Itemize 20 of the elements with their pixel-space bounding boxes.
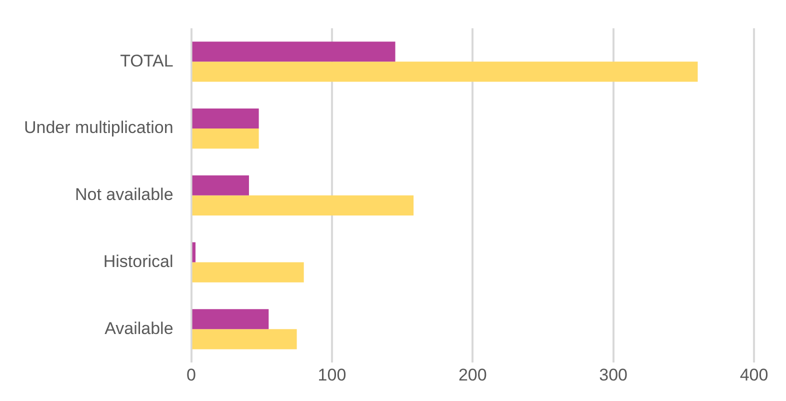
bar (192, 128, 259, 149)
bar (192, 42, 396, 62)
x-tick-label: 300 (599, 365, 628, 384)
bar (192, 309, 269, 330)
bar (192, 242, 196, 262)
x-tick-label: 0 (186, 365, 196, 384)
bar (192, 62, 698, 82)
y-tick-label: Historical (103, 252, 174, 271)
x-tick-label: 100 (318, 365, 346, 384)
x-tick-label: 400 (740, 365, 768, 384)
y-tick-label: Not available (75, 185, 174, 204)
bar (192, 329, 297, 350)
y-tick-label: TOTAL (120, 51, 174, 70)
bar (192, 175, 249, 196)
y-tick-label: Available (104, 318, 174, 338)
bar (192, 195, 414, 216)
x-tick-label: 200 (458, 365, 487, 384)
bar (192, 108, 259, 129)
bar (192, 262, 304, 282)
y-tick-label: Under multiplication (24, 118, 174, 138)
